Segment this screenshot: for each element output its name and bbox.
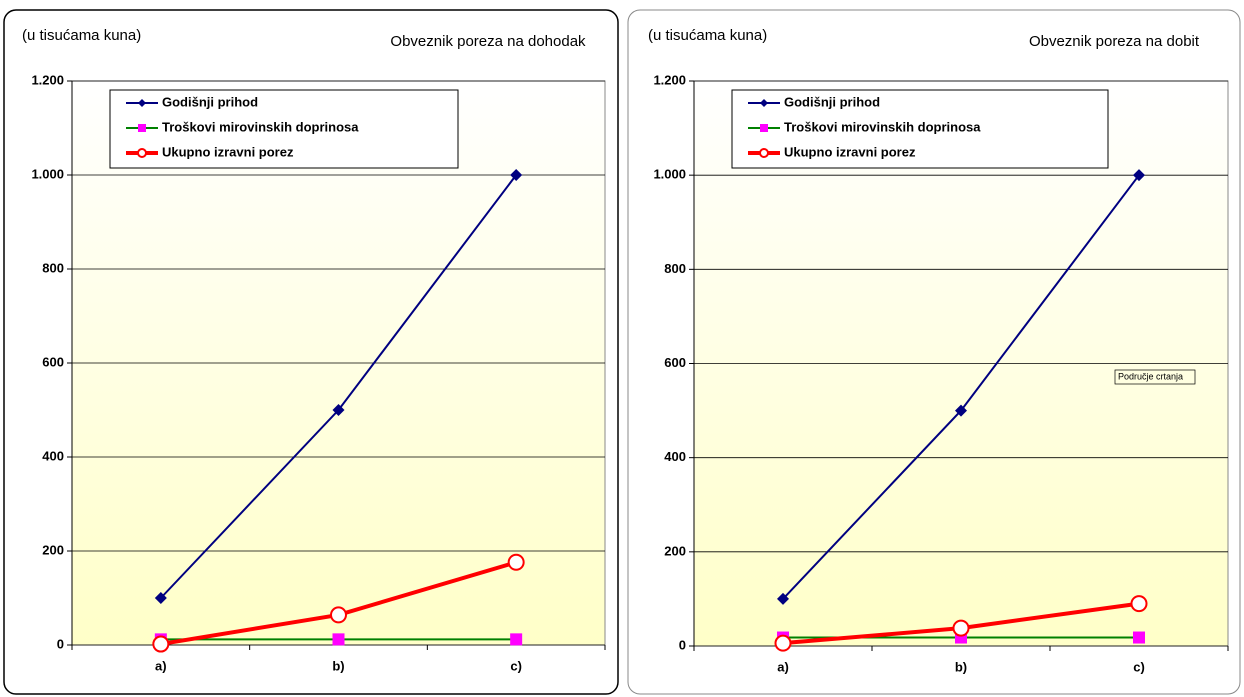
y-tick-label: 600 (42, 354, 64, 369)
x-tick-label: c) (1133, 659, 1145, 674)
y-tick-label: 1.200 (31, 72, 64, 87)
legend-marker (760, 124, 768, 132)
legend-label: Troškovi mirovinskih doprinosa (784, 119, 981, 134)
marker (1130, 595, 1148, 613)
y-tick-label: 1.000 (653, 167, 686, 182)
marker (507, 553, 525, 571)
marker (154, 592, 167, 604)
y-tick-label: 1.000 (31, 166, 64, 181)
y-tick-label: 1.200 (653, 72, 686, 87)
legend-marker (759, 148, 769, 158)
marker (777, 592, 789, 605)
legend-marker (760, 99, 768, 107)
y-tick-label: 600 (664, 355, 686, 370)
y-tick-label: 400 (42, 448, 64, 463)
legend (731, 89, 1109, 169)
marker (330, 606, 347, 624)
legend-label: Troškovi mirovinskih doprinosa (162, 119, 359, 134)
tooltip: Područje crtanja (1118, 371, 1183, 381)
marker (955, 404, 967, 417)
y-tick-label: 200 (42, 542, 64, 557)
legend-label: Ukupno izravni porez (162, 144, 294, 159)
x-tick-label: c) (510, 658, 522, 673)
marker (774, 634, 792, 652)
marker (332, 633, 345, 646)
legend-label: Godišnji prihod (162, 94, 258, 109)
x-tick-label: a) (155, 658, 167, 673)
tooltip-box (1114, 369, 1196, 385)
chart-title: Obveznik poreza na dobit (1029, 33, 1200, 50)
legend-marker (138, 124, 146, 132)
marker (152, 635, 170, 653)
marker (332, 404, 345, 416)
marker (952, 619, 970, 637)
legend-marker (138, 99, 146, 107)
unit-label: (u tisućama kuna) (648, 27, 767, 44)
legend (109, 89, 459, 169)
marker (1133, 631, 1145, 644)
marker (510, 169, 523, 181)
y-tick-label: 800 (42, 260, 64, 275)
unit-label: (u tisućama kuna) (22, 27, 141, 44)
legend-marker (137, 148, 147, 158)
legend-label: Godišnji prihod (784, 94, 880, 109)
y-tick-label: 200 (664, 543, 686, 558)
x-tick-label: a) (777, 659, 789, 674)
x-tick-label: b) (955, 659, 967, 674)
marker (1133, 169, 1145, 182)
x-tick-label: b) (332, 658, 344, 673)
y-tick-label: 800 (664, 261, 686, 276)
legend-label: Ukupno izravni porez (784, 144, 916, 159)
marker (510, 633, 523, 646)
y-tick-label: 400 (664, 449, 686, 464)
chart-title: Obveznik poreza na dohodak (390, 33, 586, 50)
y-tick-label: 0 (57, 636, 64, 651)
y-tick-label: 0 (679, 637, 686, 652)
